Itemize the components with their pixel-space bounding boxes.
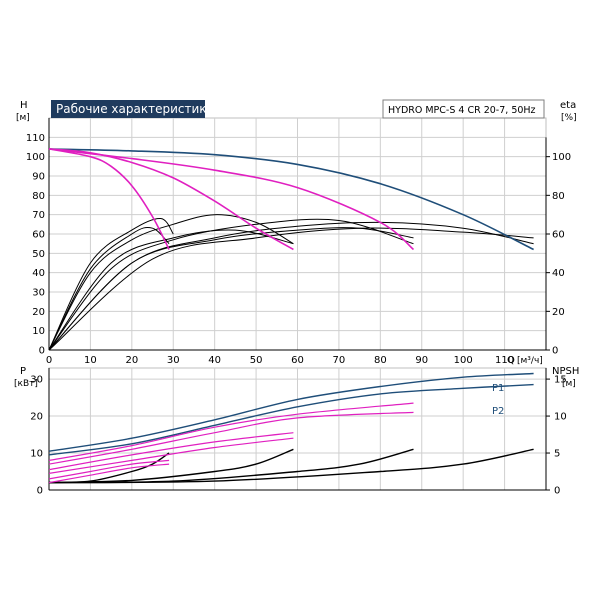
head-curve bbox=[48, 148, 294, 251]
eta-tick-label: 0 bbox=[552, 346, 558, 357]
head-tick-label: 30 bbox=[32, 288, 45, 299]
npsh-tick-label: 5 bbox=[554, 449, 560, 460]
efficiency-curve bbox=[48, 217, 174, 351]
head-axis-unit: [м] bbox=[16, 113, 30, 123]
npsh-curve bbox=[48, 448, 294, 484]
flow-tick-label: 110 bbox=[495, 355, 514, 366]
legend-p2: P2 bbox=[492, 406, 504, 417]
power-curves bbox=[48, 372, 534, 484]
chart-title-bg bbox=[51, 100, 205, 118]
head-tick-label: 0 bbox=[39, 346, 45, 357]
flow-tick-label: 60 bbox=[291, 355, 304, 366]
eta-axis-label: eta bbox=[560, 100, 576, 111]
head-curve bbox=[48, 148, 534, 251]
eta-tick-label: 20 bbox=[552, 307, 565, 318]
power-axis-unit: [кВт] bbox=[14, 379, 38, 389]
power-curve bbox=[48, 437, 294, 474]
flow-axis-unit: [м³/ч] bbox=[517, 356, 543, 366]
power-npsh-panel: 0 10 20 30 0 5 10 15 P [кВт] NPSH [м] P1 P2 bbox=[14, 366, 579, 497]
power-axis-label: P bbox=[20, 366, 26, 377]
power-curve bbox=[48, 459, 170, 480]
bottom-grid bbox=[48, 368, 547, 491]
eta-tick-label: 100 bbox=[552, 152, 571, 163]
npsh-axis-ticks: 0 5 10 15 bbox=[546, 375, 567, 497]
efficiency-curve bbox=[48, 226, 170, 351]
head-tick-label: 20 bbox=[32, 307, 45, 318]
npsh-tick-label: 0 bbox=[554, 486, 560, 497]
flow-tick-label: 80 bbox=[374, 355, 387, 366]
head-curves bbox=[48, 148, 534, 251]
flow-axis-ticks: 0 10 20 30 40 50 60 70 80 90 100 110 bbox=[46, 355, 514, 366]
flow-tick-label: 30 bbox=[167, 355, 180, 366]
power-tick-label: 0 bbox=[37, 486, 43, 497]
flow-tick-label: 20 bbox=[125, 355, 138, 366]
head-tick-label: 100 bbox=[26, 152, 45, 163]
head-axis-ticks: 0 10 20 30 40 50 60 70 80 90 100 110 bbox=[26, 133, 45, 357]
flow-tick-label: 50 bbox=[250, 355, 263, 366]
head-tick-label: 50 bbox=[32, 249, 45, 260]
flow-axis-label: Q bbox=[507, 355, 515, 366]
top-grid bbox=[48, 118, 547, 351]
efficiency-curve bbox=[48, 227, 534, 351]
flow-tick-label: 0 bbox=[46, 355, 52, 366]
npsh-axis-label: NPSH bbox=[552, 366, 579, 377]
power-curve bbox=[48, 402, 414, 461]
flow-tick-label: 40 bbox=[208, 355, 221, 366]
model-label: HYDRO MPC-S 4 CR 20-7, 50Hz bbox=[388, 105, 536, 116]
eta-tick-label: 60 bbox=[552, 230, 565, 241]
power-curve bbox=[48, 432, 294, 471]
power-tick-label: 20 bbox=[30, 412, 43, 423]
head-tick-label: 40 bbox=[32, 268, 45, 279]
flow-tick-label: 10 bbox=[84, 355, 97, 366]
efficiency-curve bbox=[48, 214, 294, 351]
head-tick-label: 110 bbox=[26, 133, 45, 144]
flow-tick-label: 90 bbox=[415, 355, 428, 366]
head-tick-label: 70 bbox=[32, 210, 45, 221]
head-axis-label: H bbox=[20, 100, 28, 111]
eta-axis-ticks: 0 20 40 60 80 100 bbox=[546, 152, 571, 357]
chart-title: Рабочие характеристики bbox=[56, 102, 214, 116]
legend-p1: P1 bbox=[492, 383, 504, 394]
npsh-tick-label: 10 bbox=[554, 412, 567, 423]
head-tick-label: 90 bbox=[32, 172, 45, 183]
power-tick-label: 30 bbox=[30, 375, 43, 386]
efficiency-curve bbox=[48, 229, 294, 351]
head-tick-label: 80 bbox=[32, 191, 45, 202]
head-tick-label: 60 bbox=[32, 230, 45, 241]
flow-tick-label: 70 bbox=[333, 355, 346, 366]
head-curve bbox=[48, 148, 415, 251]
model-box bbox=[382, 99, 545, 119]
efficiency-curves bbox=[48, 214, 534, 351]
power-curve bbox=[48, 463, 170, 484]
head-tick-label: 10 bbox=[32, 326, 45, 337]
eta-tick-label: 80 bbox=[552, 191, 565, 202]
npsh-axis-unit: [м] bbox=[562, 379, 576, 389]
flow-tick-label: 100 bbox=[454, 355, 473, 366]
head-curve bbox=[48, 148, 170, 250]
power-curve-p2 bbox=[48, 383, 534, 456]
power-tick-label: 10 bbox=[30, 449, 43, 460]
eta-tick-label: 40 bbox=[552, 268, 565, 279]
power-curve bbox=[48, 411, 414, 465]
power-curve-p1 bbox=[48, 372, 534, 452]
efficiency-curve bbox=[48, 227, 414, 351]
npsh-tick-label: 15 bbox=[554, 375, 567, 386]
power-axis-ticks: 0 10 20 30 bbox=[30, 375, 43, 497]
eta-axis-unit: [%] bbox=[561, 113, 577, 123]
npsh-curve bbox=[48, 448, 534, 484]
